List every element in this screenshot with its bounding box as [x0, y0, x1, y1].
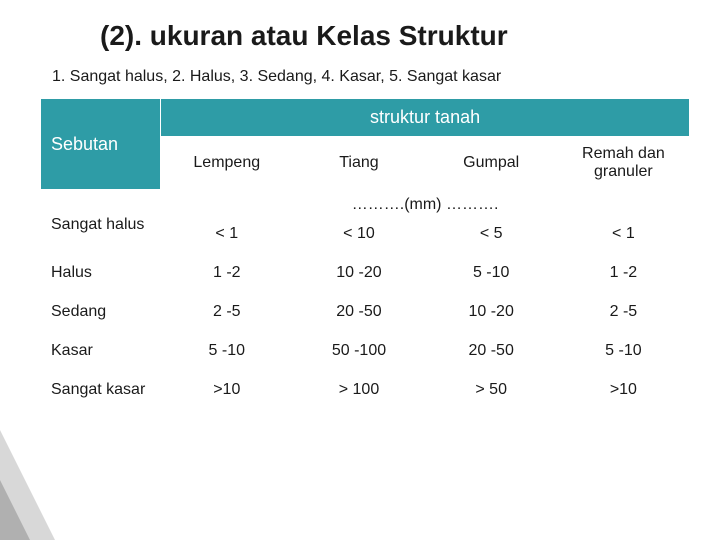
cell: 50 -100: [293, 332, 425, 371]
col-header: Tiang: [293, 137, 425, 190]
structure-table: Sebutan struktur tanah Lempeng Tiang Gum…: [40, 98, 690, 410]
cell: > 50: [425, 371, 557, 410]
cell: < 1: [557, 215, 689, 254]
row-label: Sangat halus: [41, 190, 161, 254]
size-legend: 1. Sangat halus, 2. Halus, 3. Sedang, 4.…: [40, 66, 690, 88]
slide-title: (2). ukuran atau Kelas Struktur: [100, 20, 690, 52]
col-header: Gumpal: [425, 137, 557, 190]
row-label: Sedang: [41, 293, 161, 332]
row-header-label: Sebutan: [41, 99, 161, 190]
cell: 20 -50: [293, 293, 425, 332]
cell: >10: [161, 371, 293, 410]
cell: 2 -5: [161, 293, 293, 332]
cell: 10 -20: [293, 254, 425, 293]
cell: < 10: [293, 215, 425, 254]
cell: > 100: [293, 371, 425, 410]
row-label: Halus: [41, 254, 161, 293]
cell: 1 -2: [557, 254, 689, 293]
row-label: Sangat kasar: [41, 371, 161, 410]
col-header: Remah dan granuler: [557, 137, 689, 190]
column-group-header: struktur tanah: [161, 99, 690, 137]
cell: 1 -2: [161, 254, 293, 293]
cell: < 1: [161, 215, 293, 254]
cell: 5 -10: [425, 254, 557, 293]
units-row: ……….(mm) ……….: [161, 190, 690, 215]
row-label: Kasar: [41, 332, 161, 371]
cell: 10 -20: [425, 293, 557, 332]
cell: >10: [557, 371, 689, 410]
col-header: Lempeng: [161, 137, 293, 190]
cell: 5 -10: [161, 332, 293, 371]
cell: 2 -5: [557, 293, 689, 332]
cell: 20 -50: [425, 332, 557, 371]
cell: < 5: [425, 215, 557, 254]
cell: 5 -10: [557, 332, 689, 371]
corner-accent: [0, 430, 55, 540]
